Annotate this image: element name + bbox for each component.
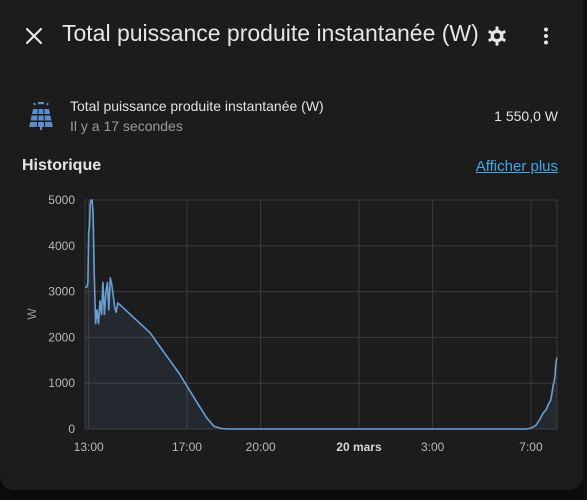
entity-state-value: 1 550,0 W <box>494 108 558 124</box>
x-tick-label: 7:00 <box>519 440 543 454</box>
entity-name: Total puissance produite instantanée (W) <box>70 98 324 114</box>
dialog-title: Total puissance produite instantanée (W) <box>62 20 479 46</box>
entity-row: Total puissance produite instantanée (W)… <box>0 90 583 142</box>
show-more-link[interactable]: Afficher plus <box>475 158 558 175</box>
y-tick-label: 2000 <box>48 330 75 344</box>
dialog-header: Total puissance produite instantanée (W) <box>0 0 583 72</box>
more-options-button[interactable] <box>526 16 566 56</box>
entity-last-changed: Il y a 17 secondes <box>70 118 183 134</box>
gear-icon <box>488 26 506 46</box>
x-tick-label: 20 mars <box>336 440 382 454</box>
series-area <box>85 200 557 429</box>
close-icon <box>25 27 43 45</box>
x-tick-label: 20:00 <box>246 440 276 454</box>
y-tick-label: 0 <box>68 422 75 436</box>
chart-series <box>85 199 558 430</box>
chart-grid <box>84 199 558 430</box>
x-axis-ticks: 13:00 17:00 20:00 20 mars 3:00 7:00 <box>74 440 543 454</box>
solar-panel-icon <box>28 102 54 135</box>
y-tick-label: 4000 <box>48 239 75 253</box>
y-axis-ticks: 0 1000 2000 3000 4000 5000 <box>48 193 75 436</box>
background-edge <box>583 0 587 500</box>
more-info-dialog: Total puissance produite instantanée (W) <box>0 0 583 490</box>
y-tick-label: 1000 <box>48 376 75 390</box>
y-tick-label: 3000 <box>48 285 75 299</box>
more-vertical-icon <box>544 27 548 45</box>
series-line <box>85 199 558 430</box>
settings-button[interactable] <box>477 16 517 56</box>
y-axis-label: W <box>25 308 39 320</box>
close-button[interactable] <box>14 16 54 56</box>
history-title: Historique <box>22 157 102 174</box>
x-tick-label: 13:00 <box>74 440 104 454</box>
x-tick-label: 17:00 <box>172 440 202 454</box>
history-chart[interactable]: 0 1000 2000 3000 4000 5000 13:00 17:00 20:00 20 … <box>0 185 583 475</box>
x-tick-label: 3:00 <box>421 440 445 454</box>
y-tick-label: 5000 <box>48 193 75 207</box>
